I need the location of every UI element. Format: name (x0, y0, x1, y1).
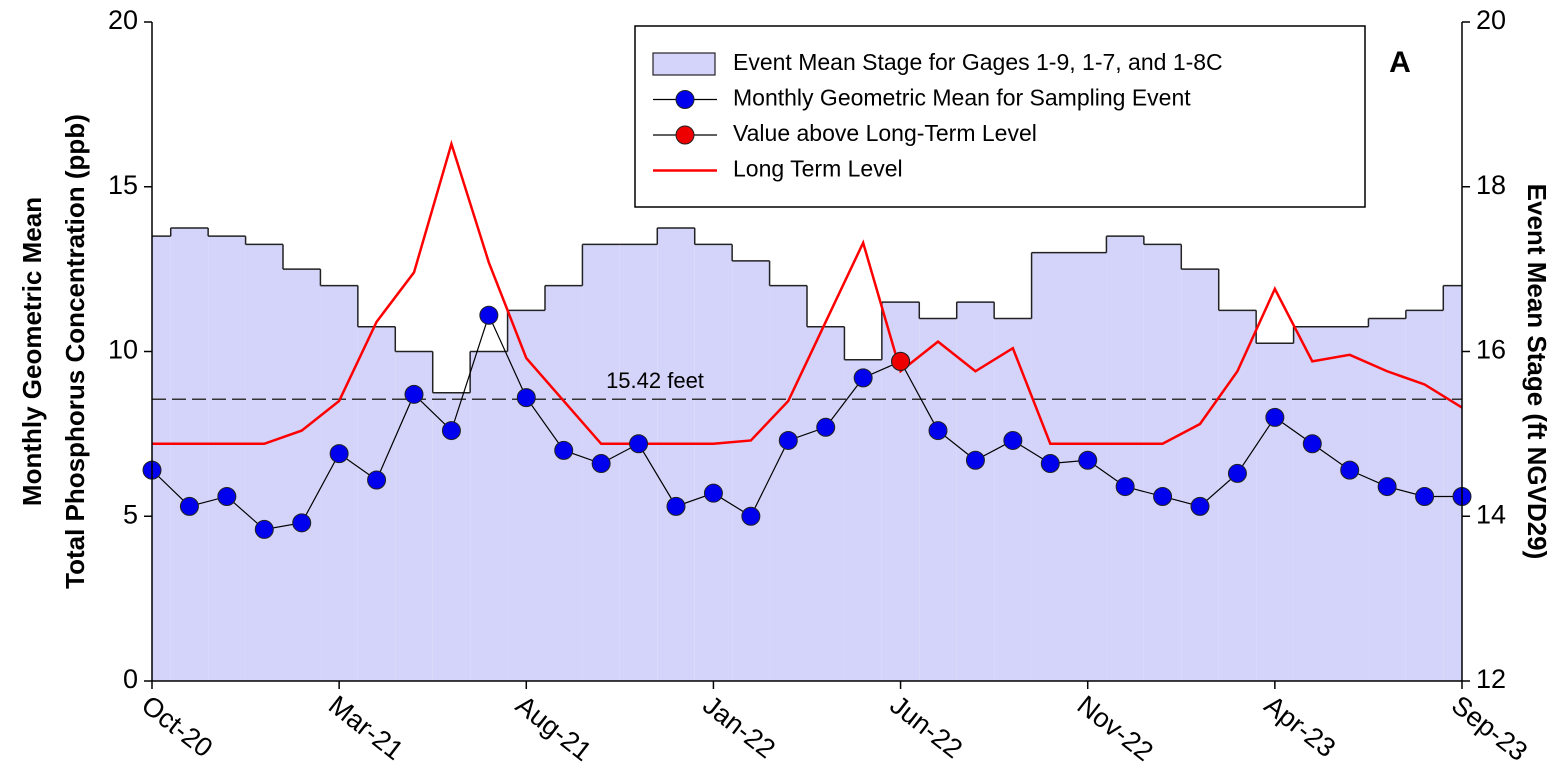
y2-tick-label: 20 (1476, 5, 1506, 35)
data-point (254, 519, 274, 539)
stage-step (994, 318, 1032, 681)
legend-label: Value above Long-Term Level (733, 120, 1037, 146)
x-tick-label: Jun-22 (884, 690, 968, 764)
data-point (741, 506, 761, 526)
data-point (367, 470, 387, 490)
stage-step (619, 244, 658, 681)
stage-step (657, 227, 695, 681)
data-point (1190, 496, 1210, 516)
stage-step (170, 227, 209, 681)
series-line (152, 139, 1463, 446)
data-point (1003, 430, 1023, 450)
stage-step (245, 244, 283, 681)
x-tick-label: Jan-22 (697, 690, 781, 764)
y-tick-label: 15 (108, 170, 138, 200)
data-point (853, 368, 873, 388)
stage-step (919, 318, 957, 681)
stage-step (320, 285, 358, 681)
data-point (217, 486, 237, 506)
data-point (816, 417, 836, 437)
x-tick-label: Apr-23 (1259, 690, 1341, 764)
x-tick-label: Oct-20 (136, 690, 218, 764)
y-axis-title: Total Phosphorus Concentration (ppb) (60, 114, 90, 589)
data-point (404, 384, 424, 404)
data-point (329, 444, 349, 464)
data-point (891, 351, 911, 371)
legend-swatch (652, 52, 716, 76)
data-point (1340, 460, 1360, 480)
stage-step (1293, 326, 1331, 681)
x-tick-label: Aug-21 (510, 690, 597, 767)
data-point (441, 421, 461, 441)
x-tick-label: Nov-22 (1072, 690, 1159, 767)
x-tick-label: Sep-23 (1446, 690, 1533, 767)
stage-step (956, 302, 995, 681)
y2-tick-label: 14 (1476, 499, 1506, 529)
y2-axis-title: Event Mean Stage (ft NGVD29) (1522, 184, 1552, 560)
y-tick-label: 5 (123, 499, 138, 529)
y-axis-title: Monthly Geometric Mean (17, 197, 47, 506)
data-point (292, 513, 312, 533)
data-point (1227, 463, 1247, 483)
data-point (1153, 486, 1173, 506)
y-tick-label: 20 (108, 5, 138, 35)
stage-step (807, 326, 845, 681)
data-point (666, 496, 686, 516)
legend: Event Mean Stage for Gages 1-9, 1-7, and… (634, 25, 1411, 208)
stage-step (694, 244, 733, 681)
data-point (179, 496, 199, 516)
x-tick-label: Mar-21 (323, 690, 409, 766)
data-point (479, 305, 499, 325)
stage-steps (152, 227, 1462, 682)
stage-step (357, 326, 396, 681)
stage-step (545, 285, 583, 681)
stage-step (507, 310, 545, 681)
data-point (928, 421, 948, 441)
panel-label: A (1389, 46, 1411, 79)
stage-step (283, 269, 321, 681)
data-point (516, 388, 536, 408)
stage-step (432, 392, 471, 681)
data-point (1265, 407, 1285, 427)
data-point (1040, 454, 1060, 474)
data-point (554, 440, 574, 460)
reference-label: 15.42 feet (606, 368, 704, 393)
data-point (965, 450, 985, 470)
y-tick-label: 10 (108, 335, 138, 365)
legend-label: Monthly Geometric Mean for Sampling Even… (733, 85, 1191, 111)
stage-step (1331, 326, 1369, 681)
stage-step (1181, 269, 1219, 681)
data-point (629, 434, 649, 454)
legend-box (634, 25, 1366, 208)
legend-label: Long Term Level (733, 156, 903, 182)
stage-step (844, 359, 882, 681)
stage-step (1443, 285, 1462, 681)
stage-step (1143, 244, 1182, 681)
y2-tick-label: 18 (1476, 170, 1506, 200)
stage-step (1256, 343, 1294, 681)
y-tick-label: 0 (123, 664, 138, 694)
stage-step (152, 236, 171, 682)
data-point (591, 454, 611, 474)
stage-step (470, 351, 508, 681)
data-point (1115, 477, 1135, 497)
data-point (703, 483, 723, 503)
data-point (1415, 486, 1435, 506)
y2-tick-label: 12 (1476, 664, 1506, 694)
stage-step (732, 260, 770, 681)
data-point (1078, 450, 1098, 470)
y2-tick-label: 16 (1476, 335, 1506, 365)
data-point (778, 430, 798, 450)
stage-step (208, 236, 246, 682)
legend-label: Event Mean Stage for Gages 1-9, 1-7, and… (733, 49, 1223, 75)
stage-step (1368, 318, 1406, 681)
stage-step (1106, 236, 1144, 682)
stage-step (1218, 310, 1257, 681)
legend-marker (675, 125, 695, 145)
legend-marker (675, 90, 695, 109)
stage-step (769, 285, 807, 681)
data-point (1302, 434, 1322, 454)
data-point (1377, 477, 1397, 497)
